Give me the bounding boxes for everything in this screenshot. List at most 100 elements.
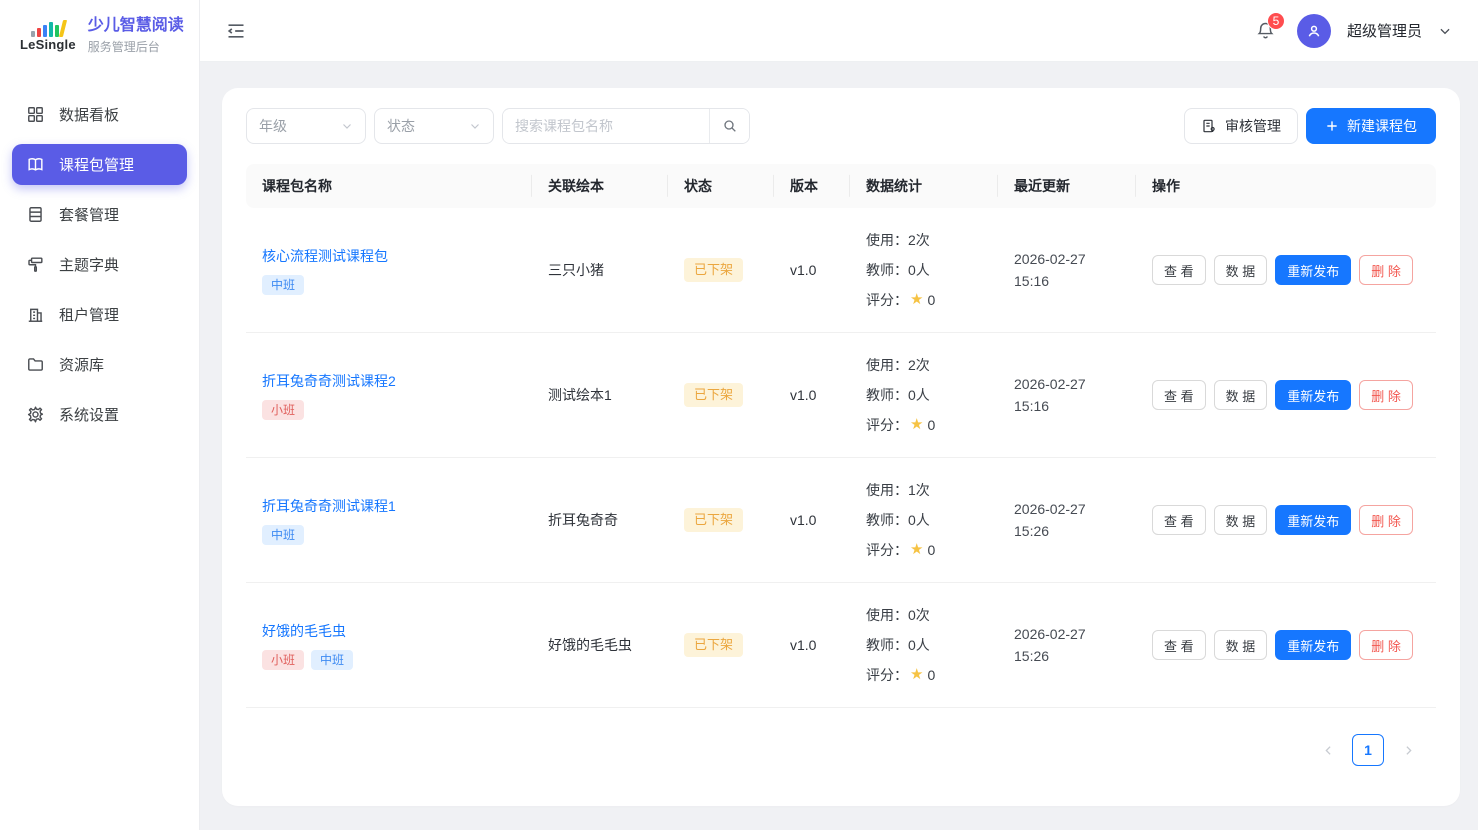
- grade-filter-select[interactable]: 年级: [246, 108, 366, 144]
- stat-usage: 使用： 2次: [866, 225, 982, 255]
- view-button[interactable]: 查 看: [1152, 505, 1206, 535]
- main-area: 5 超级管理员 年级: [200, 0, 1478, 830]
- topbar-right: 5 超级管理员: [1251, 11, 1452, 48]
- grade-tags: 小班 中班: [262, 649, 516, 670]
- cell-actions: 查 看 数 据 重新发布 删 除: [1136, 208, 1436, 333]
- package-name-link[interactable]: 折耳兔奇奇测试课程2: [262, 372, 396, 389]
- delete-button[interactable]: 删 除: [1359, 630, 1413, 660]
- stat-usage-label: 使用：: [866, 482, 908, 498]
- cell-updated: 2026-02-27 15:26: [998, 582, 1136, 708]
- stat-rating: 评分： ★ 0: [866, 535, 982, 565]
- chevron-down-icon: [469, 120, 481, 132]
- package-name-link[interactable]: 折耳兔奇奇测试课程1: [262, 497, 396, 514]
- audit-management-button[interactable]: 审核管理: [1184, 108, 1298, 144]
- grade-filter-value: 年级: [259, 118, 287, 134]
- col-header-stats: 数据统计: [850, 164, 998, 208]
- logo-text: LeSingle: [20, 36, 76, 52]
- menu-fold-icon[interactable]: [222, 17, 250, 45]
- sidebar-item-plans[interactable]: 套餐管理: [12, 194, 187, 235]
- brand-block: LeSingle 少儿智慧阅读 服务管理后台: [0, 0, 199, 70]
- stat-teachers-label: 教师：: [866, 512, 908, 528]
- sidebar-item-settings[interactable]: 系统设置: [12, 394, 187, 435]
- data-button[interactable]: 数 据: [1213, 630, 1268, 660]
- pagination: 1: [246, 734, 1436, 766]
- view-button[interactable]: 查 看: [1152, 380, 1206, 410]
- stat-teachers-label: 教师：: [866, 637, 908, 653]
- sidebar-item-resource-library[interactable]: 资源库: [12, 344, 187, 385]
- cell-updated: 2026-02-27 15:16: [998, 332, 1136, 458]
- republish-button[interactable]: 重新发布: [1275, 255, 1352, 285]
- updated-date: 2026-02-27: [1014, 376, 1086, 392]
- notification-bell[interactable]: 5: [1251, 11, 1285, 46]
- sidebar-item-label: 主题字典: [59, 257, 120, 274]
- cell-linked-book: 好饿的毛毛虫: [532, 582, 668, 708]
- cell-updated: 2026-02-27 15:16: [998, 208, 1136, 333]
- updated-date: 2026-02-27: [1014, 251, 1086, 267]
- grade-tags: 中班: [262, 524, 516, 545]
- chevron-down-icon: [341, 120, 353, 132]
- stat-usage-label: 使用：: [866, 357, 908, 373]
- cell-package-name: 折耳兔奇奇测试课程2 小班: [246, 332, 532, 458]
- delete-button[interactable]: 删 除: [1359, 255, 1413, 285]
- sidebar-item-dashboard[interactable]: 数据看板: [12, 94, 187, 135]
- star-icon: ★: [910, 666, 924, 683]
- updated-date: 2026-02-27: [1014, 501, 1086, 517]
- search-input[interactable]: [503, 109, 709, 143]
- stat-rating-label: 评分：: [866, 542, 908, 558]
- delete-button[interactable]: 删 除: [1359, 380, 1413, 410]
- stat-usage: 使用： 2次: [866, 350, 982, 380]
- stat-usage-value: 2次: [908, 357, 930, 373]
- sidebar-menu: 数据看板 课程包管理 套餐管理 主题字典: [0, 70, 199, 459]
- course-package-table: 课程包名称 关联绘本 状态 版本 数据统计 最近更新 操作 核心流程测试课程包 …: [246, 164, 1436, 708]
- package-name-link[interactable]: 核心流程测试课程包: [262, 247, 388, 264]
- data-button[interactable]: 数 据: [1213, 505, 1268, 535]
- grade-tag: 中班: [262, 524, 305, 545]
- search-box: [502, 108, 750, 144]
- pagination-page-1[interactable]: 1: [1352, 734, 1384, 766]
- republish-button[interactable]: 重新发布: [1275, 505, 1352, 535]
- grade-tag: 中班: [311, 649, 354, 670]
- status-filter-select[interactable]: 状态: [374, 108, 494, 144]
- lesingle-logo: LeSingle: [20, 19, 76, 52]
- stat-usage-label: 使用：: [866, 232, 908, 248]
- pagination-prev-button[interactable]: [1312, 734, 1344, 766]
- republish-button[interactable]: 重新发布: [1275, 630, 1352, 660]
- cell-status: 已下架: [668, 582, 774, 708]
- package-icon: [26, 205, 45, 224]
- avatar[interactable]: [1296, 13, 1331, 48]
- republish-button[interactable]: 重新发布: [1275, 380, 1352, 410]
- cell-stats: 使用： 0次 教师： 0人 评分： ★ 0: [850, 582, 998, 708]
- chevron-down-icon[interactable]: [1438, 24, 1452, 38]
- open-book-icon: [26, 155, 45, 174]
- data-button[interactable]: 数 据: [1213, 255, 1268, 285]
- stat-usage-value: 1次: [908, 482, 930, 498]
- sidebar-item-label: 套餐管理: [59, 207, 120, 224]
- stat-teachers: 教师： 0人: [866, 505, 982, 535]
- status-filter-value: 状态: [387, 118, 415, 134]
- table-row: 折耳兔奇奇测试课程1 中班 折耳兔奇奇 已下架 v1.0 使用： 1次 教师： …: [246, 457, 1436, 583]
- delete-button[interactable]: 删 除: [1359, 505, 1413, 535]
- filter-toolbar: 年级 状态: [246, 108, 1436, 144]
- data-button[interactable]: 数 据: [1213, 380, 1268, 410]
- status-badge: 已下架: [684, 633, 744, 657]
- username[interactable]: 超级管理员: [1346, 23, 1422, 40]
- brand-subtitle: 服务管理后台: [87, 39, 160, 54]
- cell-linked-book: 折耳兔奇奇: [532, 457, 668, 583]
- package-name-link[interactable]: 好饿的毛毛虫: [262, 622, 346, 639]
- row-actions: 查 看 数 据 重新发布 删 除: [1152, 255, 1420, 285]
- stat-teachers: 教师： 0人: [866, 255, 982, 285]
- pagination-next-button[interactable]: [1392, 734, 1424, 766]
- cell-status: 已下架: [668, 332, 774, 458]
- status-badge: 已下架: [684, 508, 744, 532]
- view-button[interactable]: 查 看: [1152, 255, 1206, 285]
- create-button-label: 新建课程包: [1347, 118, 1417, 134]
- sidebar-item-theme-dictionary[interactable]: 主题字典: [12, 244, 187, 285]
- stat-teachers-label: 教师：: [866, 262, 908, 278]
- cell-version: v1.0: [774, 457, 850, 583]
- create-course-package-button[interactable]: 新建课程包: [1306, 108, 1436, 144]
- view-button[interactable]: 查 看: [1152, 630, 1206, 660]
- search-button[interactable]: [709, 109, 749, 143]
- table-header: 课程包名称 关联绘本 状态 版本 数据统计 最近更新 操作: [246, 164, 1436, 208]
- sidebar-item-course-packages[interactable]: 课程包管理: [12, 144, 187, 185]
- sidebar-item-tenants[interactable]: 租户管理: [12, 294, 187, 335]
